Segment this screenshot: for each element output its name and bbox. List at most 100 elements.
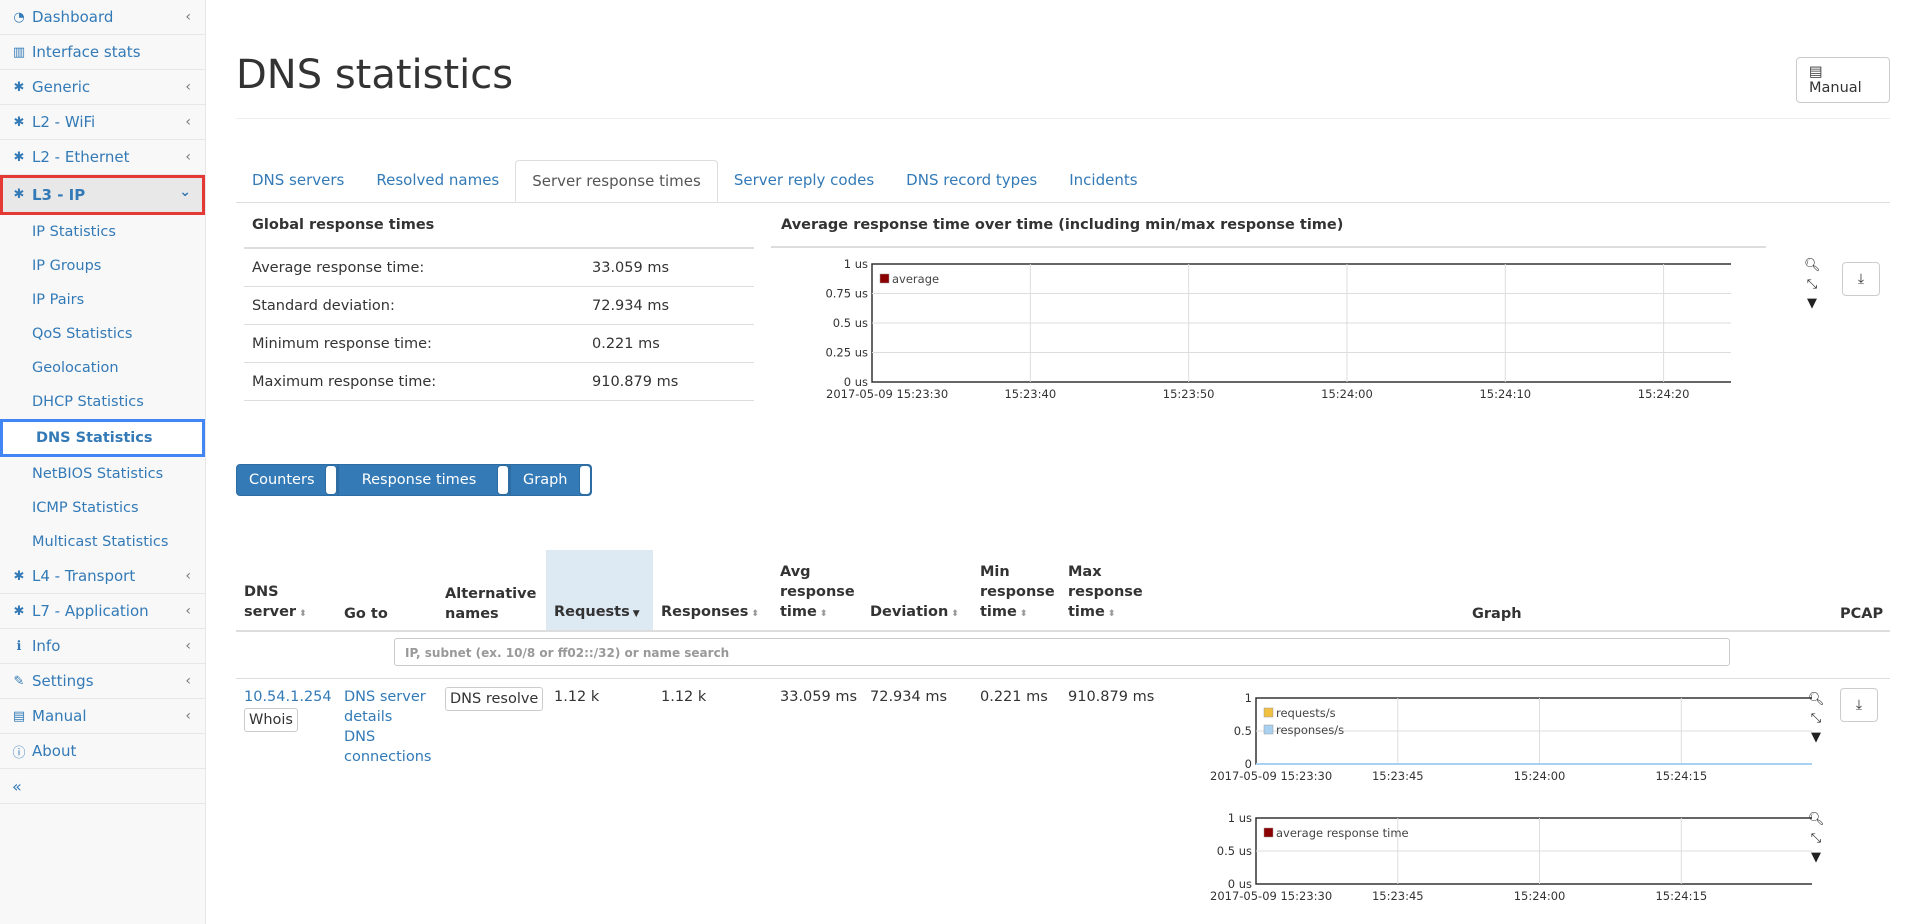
x-tick-label: 15:24:15 (1655, 769, 1707, 783)
tab-server-reply-codes[interactable]: Server reply codes (733, 171, 875, 189)
tab-resolved-names[interactable]: Resolved names (376, 171, 500, 189)
bar-chart-icon: ▥ (12, 44, 26, 60)
whois-button[interactable]: Whois (244, 708, 298, 732)
sidebar-item-l7-application[interactable]: ✱ L7 - Application ‹ (0, 594, 205, 629)
row-label: Average response time: (252, 259, 425, 276)
sidebar-item-generic[interactable]: ✱ Generic ‹ (0, 70, 205, 105)
sidebar-item-manual[interactable]: ▤ Manual ‹ (0, 699, 205, 734)
sidebar-item-interface-stats[interactable]: ▥ Interface stats (0, 35, 205, 70)
legend-label: requests/s (1276, 706, 1336, 720)
sidebar-item-dashboard[interactable]: ◔ Dashboard ‹ (0, 0, 205, 35)
caret-down-icon[interactable]: ▼ (1811, 850, 1821, 865)
sidebar: ◔ Dashboard ‹ ▥ Interface stats ✱ Generic ‹ ✱ L2 … (0, 0, 206, 924)
response-times-toggle[interactable] (497, 465, 509, 495)
sidebar-item-l4-transport[interactable]: ✱ L4 - Transport ‹ (0, 559, 205, 594)
max-value: 910.879 ms (1068, 689, 1155, 705)
sidebar-subitem-icmp-statistics[interactable]: ICMP Statistics (32, 500, 139, 516)
sidebar-subitem-ip-statistics[interactable]: IP Statistics (32, 224, 116, 240)
dns-server-link[interactable]: 10.54.1.254 (244, 689, 332, 705)
sidebar-item-l3-ip[interactable]: ✱ L3 - IP ⌄ (0, 175, 205, 215)
tab-dns-servers[interactable]: DNS servers (252, 171, 345, 189)
sort-icon: ⬍ (1019, 609, 1028, 619)
counters-toggle[interactable] (325, 465, 337, 495)
th-dns-server[interactable]: DNS server ⬍ (244, 584, 307, 620)
sidebar-subitem-netbios-statistics[interactable]: NetBIOS Statistics (32, 466, 164, 482)
sidebar-item-info[interactable]: ℹ Info ‹ (0, 629, 205, 664)
sort-icon: ⬍ (299, 609, 307, 619)
legend-swatch (879, 273, 890, 284)
sidebar-subitem-geolocation[interactable]: Geolocation (32, 360, 119, 376)
wrench-icon: ✎ (13, 673, 25, 689)
zoom-icon[interactable]: 🔍︎ (1804, 258, 1821, 273)
reset-zoom-icon[interactable]: ⤡ (1810, 831, 1822, 846)
sidebar-subitem-dhcp-statistics[interactable]: DHCP Statistics (32, 394, 144, 410)
th-max-response-time[interactable]: Max response time ⬍ (1068, 564, 1143, 620)
download-pcap-button[interactable]: ⤓ (1840, 688, 1878, 722)
book-icon: ▤ (12, 708, 26, 724)
search-input[interactable]: IP, subnet (ex. 10/8 or ff02::/32) or na… (394, 638, 1730, 666)
global-response-row: Minimum response time: 0.221 ms (244, 325, 754, 363)
dashboard-icon: ◔ (13, 9, 25, 25)
caret-down-icon[interactable]: ▼ (1807, 296, 1817, 311)
th-deviation[interactable]: Deviation ⬍ (870, 604, 959, 620)
filter-divider (236, 678, 1890, 679)
row-label: Maximum response time: (252, 373, 437, 390)
sidebar-item-about[interactable]: ⓘ About (0, 734, 205, 769)
reset-zoom-icon[interactable]: ⤡ (1810, 711, 1822, 726)
caret-down-icon[interactable]: ▼ (1811, 730, 1821, 745)
tab-dns-record-types[interactable]: DNS record types (906, 171, 1038, 189)
sidebar-subitem-qos-statistics[interactable]: QoS Statistics (32, 326, 133, 342)
tab-server-response-times[interactable]: Server response times (515, 160, 718, 202)
y-tick-label: 0 (1245, 757, 1252, 771)
chart-tools: 🔍︎ ⤡ ▼ (1808, 690, 1825, 747)
dns-connections-link[interactable]: DNS connections (344, 729, 432, 765)
th-requests[interactable]: Requests ▼ (554, 604, 640, 620)
graph-toggle[interactable] (579, 465, 591, 495)
chart-tools: 🔍︎ ⤡ ▼ (1804, 256, 1821, 313)
sidebar-item-l2-wifi[interactable]: ✱ L2 - WiFi ‹ (0, 105, 205, 140)
sidebar-item-label: Dashboard (32, 8, 114, 26)
collapse-sidebar-button[interactable]: « (0, 769, 205, 804)
zoom-icon[interactable]: 🔍︎ (1808, 692, 1825, 707)
counters-button[interactable]: Counters (236, 464, 338, 496)
sidebar-item-settings[interactable]: ✎ Settings ‹ (0, 664, 205, 699)
reset-zoom-icon[interactable]: ⤡ (1806, 277, 1818, 292)
global-response-title: Global response times (252, 217, 435, 233)
manual-button-label: Manual (1809, 80, 1862, 96)
zoom-icon[interactable]: 🔍︎ (1808, 812, 1825, 827)
sort-icon: ⬍ (751, 609, 759, 619)
row-label: Standard deviation: (252, 297, 395, 314)
download-icon: ⤓ (1855, 697, 1863, 713)
sidebar-item-label: L7 - Application (32, 602, 149, 620)
legend-swatch (1263, 707, 1274, 718)
tab-bar: DNS servers Resolved names Server response… (236, 160, 1890, 203)
chevron-left-icon: ‹ (185, 708, 191, 724)
sidebar-item-l2-ethernet[interactable]: ✱ L2 - Ethernet ‹ (0, 140, 205, 175)
sidebar-subitem-dns-statistics[interactable]: DNS Statistics (0, 419, 205, 457)
y-tick-label: 0.5 us (833, 316, 868, 330)
chevron-left-icon: ‹ (185, 149, 191, 165)
tab-incidents[interactable]: Incidents (1069, 171, 1138, 189)
x-tick-label: 15:23:40 (1004, 387, 1056, 401)
sidebar-subitem-multicast-statistics[interactable]: Multicast Statistics (32, 534, 169, 550)
chevron-left-icon: ‹ (185, 568, 191, 584)
dns-resolve-button[interactable]: DNS resolve (445, 687, 544, 711)
sidebar-item-label: L2 - WiFi (32, 113, 96, 131)
dns-server-details-link[interactable]: DNS server details (344, 689, 426, 725)
sidebar-subitem-ip-groups[interactable]: IP Groups (32, 258, 102, 274)
sidebar-item-label: L4 - Transport (32, 567, 136, 585)
sidebar-subitem-ip-pairs[interactable]: IP Pairs (32, 292, 85, 308)
title-divider (236, 118, 1890, 119)
y-tick-label: 0.5 us (1217, 844, 1252, 858)
legend-swatch (1263, 724, 1274, 735)
th-min-response-time[interactable]: Min response time ⬍ (980, 564, 1055, 620)
book-icon: ▤ (1809, 64, 1823, 80)
th-responses[interactable]: Responses ⬍ (661, 604, 759, 620)
row-value: 72.934 ms (592, 297, 670, 314)
graph-button[interactable]: Graph (510, 464, 592, 496)
download-chart-button[interactable]: ⤓ (1842, 262, 1880, 296)
manual-button[interactable]: ▤ Manual (1796, 57, 1890, 103)
response-times-button[interactable]: Response times (338, 464, 510, 496)
sidebar-item-label: L3 - IP (32, 185, 86, 204)
th-avg-response-time[interactable]: Avg response time ⬍ (780, 564, 855, 620)
